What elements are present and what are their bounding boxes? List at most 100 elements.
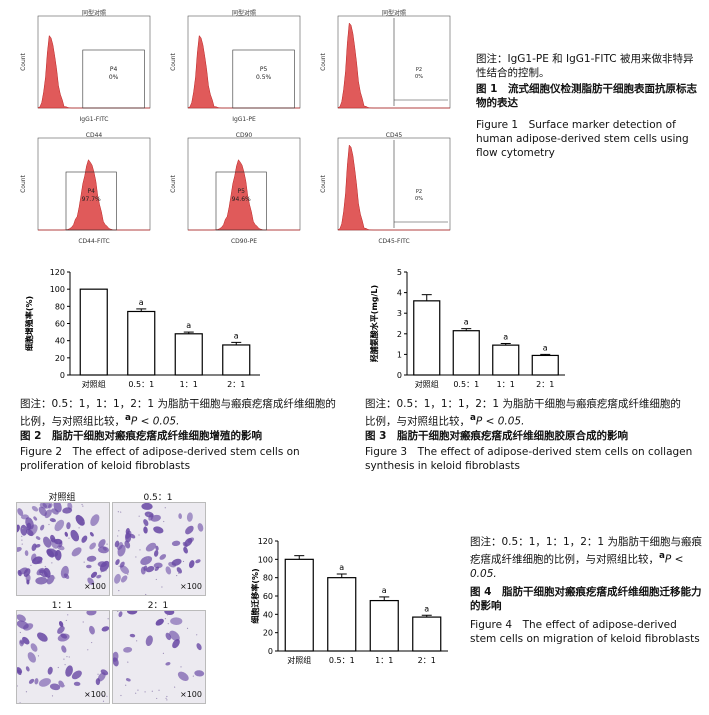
stained-cell bbox=[17, 669, 22, 676]
bar bbox=[413, 300, 441, 376]
stained-cell bbox=[89, 532, 94, 537]
y-tick-label: 40 bbox=[263, 610, 273, 619]
fig2-note-line1: 图注：0.5：1，1：1，2：1 为脂肪干细胞与瘢痕疙瘩成纤维细胞的 bbox=[20, 398, 336, 410]
membrane-pore bbox=[54, 520, 56, 523]
stained-cell bbox=[64, 531, 68, 537]
flow-histogram: 同型对照 Count P20% bbox=[320, 9, 451, 109]
stained-cell bbox=[102, 546, 107, 551]
membrane-pore bbox=[178, 572, 180, 574]
membrane-pore bbox=[117, 535, 119, 537]
membrane-pore bbox=[167, 623, 169, 625]
stained-cell bbox=[54, 519, 65, 532]
stained-cell bbox=[143, 519, 149, 526]
membrane-pore bbox=[68, 656, 70, 658]
fig4-chart: 0 20 40 60 80 100 120 细胞迁移率(%) 对照组 a 0.5：1 a 1：1 a 2：1 bbox=[248, 525, 458, 674]
stained-cell bbox=[17, 524, 20, 533]
significance-label: a bbox=[464, 318, 469, 327]
stained-cell bbox=[86, 564, 92, 569]
x-tick-label: 0.5：1 bbox=[128, 380, 154, 389]
membrane-pore bbox=[164, 618, 167, 620]
flow-gate-label: P2 bbox=[416, 189, 422, 195]
stained-cell bbox=[89, 625, 95, 635]
fig2-chart: 0 20 40 60 80 100 120 细胞增殖率(%) 对照组 a 0.5：1 a 1：1 a 2：1 bbox=[20, 262, 350, 394]
stained-cell bbox=[66, 522, 71, 530]
stained-cell bbox=[153, 526, 164, 534]
membrane-pore bbox=[25, 691, 28, 693]
stained-cell bbox=[43, 536, 52, 548]
membrane-pore bbox=[161, 586, 163, 588]
photo-label: 1：1 bbox=[51, 601, 73, 611]
stained-cell bbox=[23, 568, 31, 577]
bar bbox=[174, 333, 203, 376]
stained-cell bbox=[177, 671, 189, 682]
stained-cell bbox=[36, 567, 45, 576]
fig3-chart: 0 1 2 3 4 5 羟脯氨酸水平(mg/L) 对照组 a 0.5：1 a 1：1 a 2：1 bbox=[365, 262, 580, 394]
membrane-pore bbox=[82, 621, 84, 623]
membrane-pore bbox=[66, 656, 68, 658]
y-tick-label: 20 bbox=[55, 354, 65, 363]
flow-xlabel: CD44-FITC bbox=[78, 238, 109, 245]
stained-cell bbox=[114, 573, 121, 584]
stained-cell bbox=[114, 540, 120, 548]
migration-photo: ×100 bbox=[16, 502, 110, 596]
fig3-note-line2-text: 比例，与对照组比较， bbox=[365, 415, 470, 428]
fig4-note-sig: a bbox=[659, 551, 665, 561]
x-tick-label: 2：1 bbox=[227, 380, 245, 389]
significance-label: a bbox=[382, 586, 387, 595]
stained-cell bbox=[164, 611, 175, 616]
stained-cell bbox=[96, 574, 102, 579]
stained-cell bbox=[178, 513, 182, 520]
membrane-pore bbox=[103, 539, 106, 541]
stained-cell bbox=[165, 662, 171, 666]
stained-cell bbox=[182, 541, 188, 548]
membrane-pore bbox=[63, 658, 65, 660]
magnification-label: ×100 bbox=[84, 690, 106, 699]
significance-label: a bbox=[424, 604, 429, 613]
membrane-pore bbox=[135, 692, 137, 694]
bar bbox=[79, 288, 108, 376]
membrane-pore bbox=[106, 543, 108, 545]
fig4-note-text: 图注：0.5：1，1：1，2：1 为脂肪干细胞与瘢痕疙瘩成纤维细胞的比例，与对照… bbox=[470, 536, 702, 566]
flow-panel: 同型对照 Count P5 0.5% IgG1-PE bbox=[170, 8, 308, 126]
membrane-pore bbox=[97, 673, 99, 675]
fig4-note: 图注：0.5：1，1：1，2：1 为脂肪干细胞与瘢痕疙瘩成纤维细胞的比例，与对照… bbox=[470, 535, 702, 581]
membrane-pore bbox=[51, 695, 54, 697]
stained-cell bbox=[155, 545, 159, 551]
membrane-pore bbox=[156, 697, 158, 700]
flow-ylabel: Count bbox=[320, 174, 327, 192]
stained-cell bbox=[28, 524, 38, 536]
stained-cell bbox=[90, 571, 98, 578]
membrane-pore bbox=[127, 573, 129, 575]
x-tick-label: 对照组 bbox=[287, 655, 311, 665]
membrane-pore bbox=[151, 690, 153, 692]
fig3-bar-chart: 0 1 2 3 4 5 羟脯氨酸水平(mg/L) 对照组 a 0.5：1 a 1：1 a 2：1 bbox=[369, 268, 565, 389]
membrane-pore bbox=[68, 537, 70, 539]
stained-cell bbox=[124, 540, 131, 549]
stained-cell bbox=[61, 645, 67, 653]
flow-histogram: 同型对照 Count P50.5% IgG1-PE bbox=[170, 9, 301, 123]
stained-cell bbox=[90, 514, 100, 527]
fig4-note-p: P < 0.05. bbox=[470, 553, 684, 580]
membrane-pore bbox=[174, 686, 176, 688]
membrane-pore bbox=[21, 539, 23, 541]
y-axis-label: 细胞增殖率(%) bbox=[24, 296, 34, 351]
membrane-pore bbox=[91, 641, 93, 644]
significance-label: a bbox=[186, 321, 191, 330]
membrane-pore bbox=[78, 527, 80, 529]
stained-cell bbox=[35, 536, 41, 540]
photo-cells bbox=[113, 611, 205, 703]
membrane-pore bbox=[65, 619, 67, 622]
migration-photo: ×100 bbox=[112, 610, 206, 704]
stained-cell bbox=[143, 526, 148, 534]
stained-cell bbox=[183, 546, 188, 554]
stained-cell bbox=[58, 621, 64, 628]
membrane-pore bbox=[52, 548, 54, 550]
flow-histogram-fill bbox=[337, 144, 450, 231]
stained-cell bbox=[26, 579, 30, 585]
flow-panel: 同型对照 Count P4 0% IgG1-FITC bbox=[20, 8, 158, 126]
stained-cell bbox=[44, 509, 52, 519]
stained-cell bbox=[65, 665, 73, 677]
flow-xlabel: CD90-PE bbox=[231, 238, 257, 245]
stained-cell bbox=[62, 507, 73, 514]
